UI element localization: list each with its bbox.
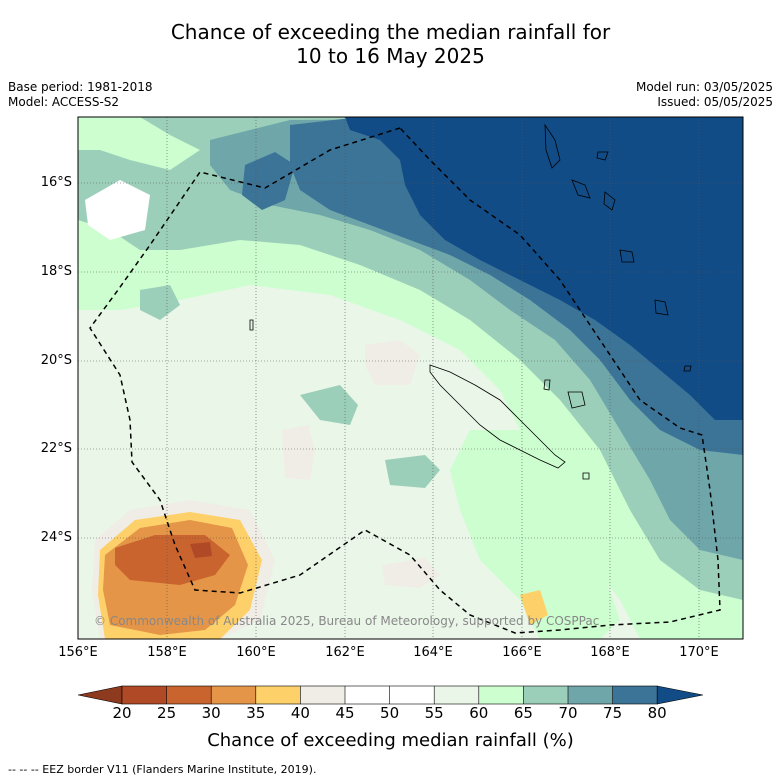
field-35-40-b bbox=[520, 590, 548, 625]
cb-tick-50: 50 bbox=[380, 704, 400, 722]
copyright-notice: © Commonwealth of Australia 2025, Bureau… bbox=[94, 614, 600, 628]
cb-band-20-25 bbox=[122, 686, 167, 704]
lat-label-16s: 16°S bbox=[40, 175, 72, 190]
cb-band-75-80 bbox=[612, 686, 658, 704]
colorbar bbox=[77, 685, 704, 705]
lon-label-162e: 162°E bbox=[325, 645, 365, 660]
cb-tick-40: 40 bbox=[290, 704, 310, 722]
meta-left: Base period: 1981-2018 Model: ACCESS-S2 bbox=[8, 80, 153, 110]
cb-tick-60: 60 bbox=[469, 704, 489, 722]
cb-tick-25: 25 bbox=[157, 704, 177, 722]
cb-tick-80: 80 bbox=[647, 704, 667, 722]
model-name: Model: ACCESS-S2 bbox=[8, 95, 120, 109]
lon-label-158e: 158°E bbox=[147, 645, 187, 660]
field-gt80 bbox=[345, 117, 743, 420]
meta-right: Model run: 03/05/2025 Issued: 05/05/2025 bbox=[636, 80, 773, 110]
coastlines bbox=[249, 123, 692, 480]
lon-label-156e: 156°E bbox=[58, 645, 98, 660]
field-65-70-c bbox=[385, 455, 440, 488]
lon-label-170e: 170°E bbox=[679, 645, 719, 660]
cb-band-60-65 bbox=[478, 686, 524, 704]
field-nw-patch bbox=[78, 117, 200, 170]
cb-tick-70: 70 bbox=[558, 704, 578, 722]
field-40-45-b bbox=[282, 425, 315, 480]
colorbar-title: Chance of exceeding median rainfall (%) bbox=[207, 730, 574, 751]
eez-legend-note: -- -- -- EEZ border V11 (Flanders Marine… bbox=[8, 763, 317, 776]
eez-border bbox=[89, 127, 721, 634]
model-run: Model run: 03/05/2025 bbox=[635, 80, 773, 94]
cb-arrow-high bbox=[656, 685, 704, 705]
cb-band-40-45 bbox=[300, 686, 345, 704]
cb-band-65-70 bbox=[523, 686, 568, 704]
cb-band-70-75 bbox=[568, 686, 613, 704]
cb-band-50-55 bbox=[389, 686, 435, 704]
field-60-65-b bbox=[450, 430, 620, 639]
lon-label-168e: 168°E bbox=[590, 645, 630, 660]
issued-date: Issued: 05/05/2025 bbox=[657, 95, 773, 109]
map-title-line1: Chance of exceeding the median rainfall … bbox=[170, 20, 611, 44]
field-65-70-d bbox=[140, 285, 180, 320]
cb-tick-35: 35 bbox=[246, 704, 266, 722]
lat-label-18s: 18°S bbox=[40, 264, 72, 279]
cb-arrow-low bbox=[77, 685, 123, 705]
map-frame bbox=[77, 116, 744, 640]
map-title-line2: 10 to 16 May 2025 bbox=[296, 44, 485, 68]
base-period: Base period: 1981-2018 bbox=[8, 80, 153, 94]
cb-band-55-60 bbox=[434, 686, 479, 704]
lat-label-22s: 22°S bbox=[40, 441, 72, 456]
lat-label-24s: 24°S bbox=[40, 530, 72, 545]
cb-tick-55: 55 bbox=[424, 704, 444, 722]
cb-tick-30: 30 bbox=[201, 704, 221, 722]
field-70-75-b bbox=[655, 445, 743, 520]
cb-band-25-30 bbox=[166, 686, 212, 704]
lon-label-166e: 166°E bbox=[502, 645, 542, 660]
field-nw-white bbox=[85, 180, 150, 240]
cb-tick-20: 20 bbox=[112, 704, 132, 722]
cb-band-30-35 bbox=[211, 686, 256, 704]
cb-band-45-50 bbox=[345, 686, 390, 704]
field-40-45-c bbox=[382, 558, 440, 588]
lon-label-164e: 164°E bbox=[413, 645, 453, 660]
cb-tick-45: 45 bbox=[335, 704, 355, 722]
cb-band-35-40 bbox=[255, 686, 301, 704]
map-fields bbox=[78, 117, 743, 639]
field-65-70-b bbox=[300, 385, 358, 425]
cb-tick-65: 65 bbox=[513, 704, 533, 722]
field-75-80-b bbox=[242, 152, 295, 210]
lat-label-20s: 20°S bbox=[40, 353, 72, 368]
field-40-45-a bbox=[365, 340, 420, 385]
lon-label-160e: 160°E bbox=[236, 645, 276, 660]
gridlines bbox=[78, 117, 743, 639]
cb-tick-75: 75 bbox=[603, 704, 623, 722]
field-20-25 bbox=[190, 542, 212, 558]
